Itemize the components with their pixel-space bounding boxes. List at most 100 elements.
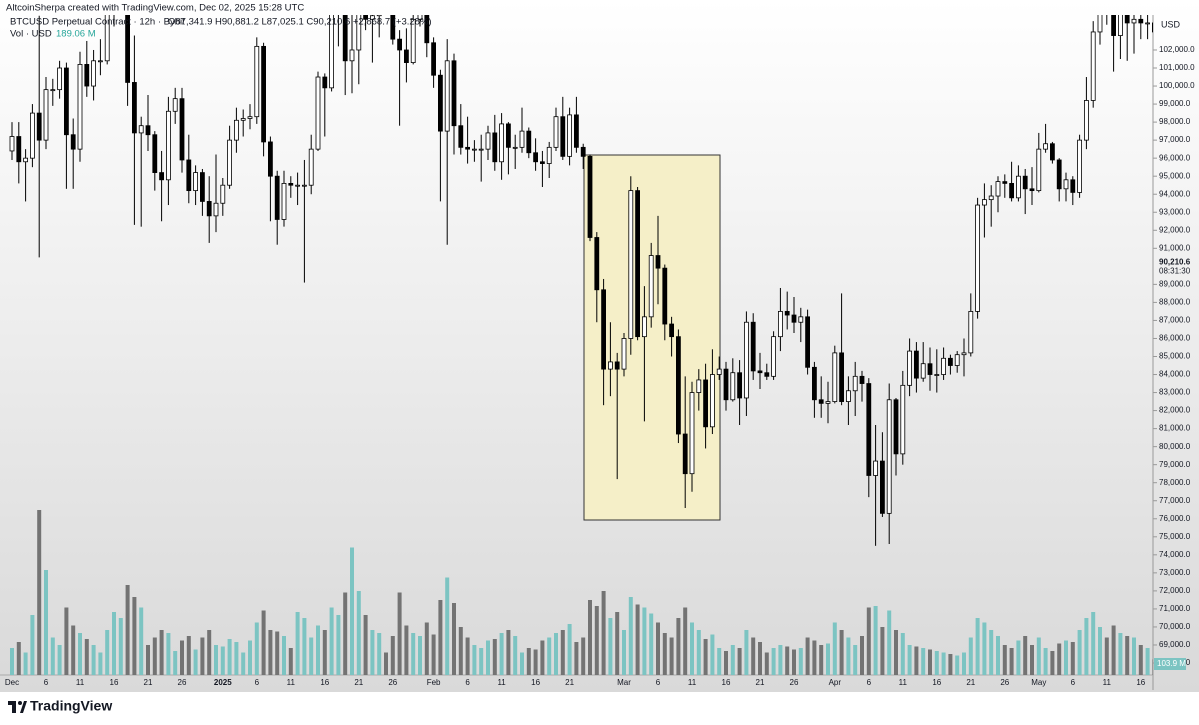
- volume-bar: [724, 651, 728, 675]
- candle-body: [512, 146, 518, 149]
- y-tick-label: 89,000.0: [1159, 279, 1191, 288]
- candle-body: [750, 321, 756, 372]
- x-tick-label: 26: [1000, 678, 1009, 687]
- volume-bar: [105, 630, 110, 675]
- candle-body: [968, 311, 974, 354]
- candle-body: [57, 67, 62, 91]
- volume-bar: [458, 627, 463, 675]
- volume-bar: [71, 625, 76, 675]
- candle-body: [267, 141, 273, 177]
- candle-body: [519, 130, 525, 148]
- x-tick-label: Mar: [617, 678, 631, 687]
- volume-bar: [146, 645, 150, 675]
- candle-body: [451, 60, 457, 127]
- volume-bar: [112, 612, 116, 675]
- volume-bar: [486, 640, 490, 675]
- x-tick-label: 11: [1103, 678, 1112, 687]
- volume-bar: [288, 648, 293, 675]
- volume-bar: [588, 600, 592, 675]
- volume-bar: [445, 577, 450, 675]
- candle-body: [757, 370, 763, 374]
- candle-body: [1029, 188, 1035, 192]
- volume-bar: [975, 618, 980, 675]
- candle-body: [941, 357, 946, 375]
- x-tick-label: 26: [790, 678, 799, 687]
- volume-bar: [866, 607, 871, 675]
- candle-body: [764, 372, 770, 377]
- candle-body: [104, 15, 110, 62]
- candle-body: [308, 148, 314, 186]
- volume-bar: [438, 600, 443, 675]
- x-tick-label: 26: [178, 678, 187, 687]
- candle-body: [410, 18, 416, 64]
- footer-bg: [0, 692, 1199, 725]
- candle-body: [642, 316, 647, 338]
- volume-bar: [683, 607, 688, 675]
- volume-bar: [764, 652, 769, 675]
- y-tick-label: 71,000.0: [1159, 604, 1191, 613]
- candle-body: [478, 148, 484, 151]
- x-tick-label: 6: [255, 678, 260, 687]
- candle-body: [29, 112, 35, 159]
- volume-bar: [628, 597, 633, 675]
- volume-bar: [173, 651, 178, 675]
- volume-bar: [322, 630, 327, 675]
- candle-body: [131, 82, 137, 134]
- candle-body: [737, 372, 742, 399]
- candle-body: [186, 159, 192, 192]
- candle-body: [1097, 15, 1103, 33]
- volume-bar: [934, 651, 939, 675]
- x-tick-label: 16: [722, 678, 731, 687]
- candle-body: [880, 460, 885, 514]
- volume-bar: [798, 648, 803, 675]
- candle-body: [655, 255, 661, 269]
- volume-bar: [1104, 637, 1109, 675]
- candle-body: [288, 183, 294, 186]
- volume-bar: [91, 645, 96, 675]
- candle-body: [1022, 175, 1028, 190]
- candle-body: [363, 15, 369, 20]
- candle-body: [492, 132, 498, 163]
- volume-bar: [839, 630, 844, 675]
- x-tick-label: 26: [388, 678, 397, 687]
- candle-body: [886, 399, 892, 514]
- y-tick-label: 81,000.0: [1159, 424, 1191, 433]
- candle-body: [852, 375, 858, 392]
- y-tick-label: 100,000.0: [1159, 81, 1195, 90]
- candle-body: [227, 139, 233, 186]
- volume-bar: [941, 652, 946, 675]
- x-tick-label: 6: [867, 678, 872, 687]
- candle-body: [594, 237, 600, 291]
- volume-bar: [44, 570, 48, 675]
- candle-body: [444, 60, 450, 132]
- x-tick-label: 16: [531, 678, 540, 687]
- candle-body: [540, 161, 545, 164]
- candle-body: [437, 74, 443, 132]
- candle-body: [907, 350, 912, 386]
- volume-bar: [581, 637, 586, 675]
- candle-body: [431, 42, 437, 76]
- x-tick-label: 11: [76, 678, 85, 687]
- volume-bar: [805, 637, 810, 675]
- candle-body: [1036, 148, 1042, 192]
- volume-bar: [329, 607, 334, 675]
- volume-bar: [533, 649, 538, 675]
- volume-bar: [649, 613, 654, 675]
- x-tick-label: 11: [497, 678, 506, 687]
- volume-bar: [159, 630, 164, 675]
- volume-bar: [574, 642, 579, 675]
- candle-body: [50, 89, 56, 92]
- volume-bar: [1030, 645, 1034, 675]
- candle-body: [70, 134, 76, 150]
- x-tick-label: 21: [966, 678, 975, 687]
- volume-bar: [23, 652, 28, 675]
- volume-bar: [968, 637, 973, 675]
- volume-bar: [1098, 627, 1102, 675]
- vol-value: 189.06 M: [56, 29, 96, 40]
- candle-body: [682, 433, 688, 475]
- volume-bar: [520, 652, 524, 675]
- volume-bar: [411, 633, 416, 675]
- candle-body: [893, 399, 899, 455]
- candle-body: [1138, 18, 1144, 24]
- candle-body: [744, 321, 749, 399]
